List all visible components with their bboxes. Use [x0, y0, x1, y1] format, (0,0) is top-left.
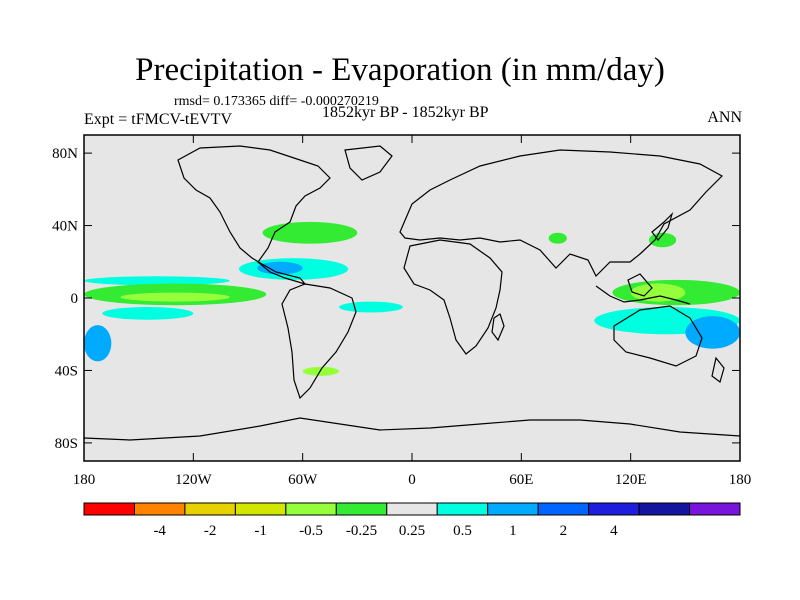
- y-tick-label: 0: [71, 291, 79, 307]
- colorbar-swatch: [83, 502, 135, 516]
- colorbar-swatch: [638, 502, 691, 516]
- north-america-coastline: [177, 145, 331, 286]
- period-label: 1852kyr BP - 1852kyr BP: [322, 104, 489, 121]
- colorbar-label: 1: [509, 523, 517, 539]
- y-tick-label: 40N: [52, 219, 78, 235]
- colorbar-label: 0.25: [399, 523, 425, 539]
- x-tick-label: 180: [729, 472, 752, 488]
- colorbar: [83, 502, 741, 516]
- europe-asia-coastline: [399, 149, 723, 278]
- x-tick-label: 120E: [615, 472, 647, 488]
- colorbar-label: 2: [560, 523, 568, 539]
- colorbar-swatch: [133, 502, 186, 516]
- region-indonesia-core: [630, 283, 686, 302]
- region-north-atlantic-storm-track: [262, 221, 358, 244]
- colorbar-label: 0.5: [453, 523, 472, 539]
- australia-coastline: [613, 305, 703, 367]
- chart-title: Precipitation - Evaporation (in mm/day): [135, 52, 665, 88]
- colorbar-swatch: [234, 502, 287, 516]
- x-tick-label: 120W: [175, 472, 213, 488]
- region-east-pacific-itcz-core: [120, 292, 230, 302]
- colorbar-label: -0.25: [346, 523, 377, 539]
- new-zealand-coastline: [711, 356, 725, 384]
- colorbar-label: 4: [610, 523, 618, 539]
- madagascar-coastline: [491, 313, 505, 342]
- colorbar-swatch: [689, 502, 741, 516]
- y-tick-label: 40S: [55, 363, 78, 379]
- statistics-label: rmsd= 0.173365 diff= -0.000270219: [174, 94, 379, 109]
- y-axis-ticks: 80N 40N 0 40S 80S: [52, 146, 740, 452]
- colorbar-labels: -4 -2 -1 -0.5 -0.25 0.25 0.5 1 2 4: [153, 523, 618, 539]
- y-tick-label: 80N: [52, 146, 78, 162]
- region-tropical-atlantic-cyan: [339, 301, 403, 313]
- x-tick-label: 60W: [288, 472, 318, 488]
- region-east-pacific-cyan: [84, 276, 230, 286]
- colorbar-swatch: [184, 502, 236, 516]
- colorbar-swatch: [487, 502, 539, 516]
- x-axis-ticks: 180 120W 60W 0 60E 120E 180: [73, 135, 752, 488]
- colorbar-swatch: [537, 502, 590, 516]
- experiment-label: Expt = tFMCV-tEVTV: [84, 111, 232, 128]
- colorbar-swatch: [588, 502, 640, 516]
- coastlines: [83, 145, 741, 441]
- south-america-coastline: [281, 283, 357, 400]
- greenland-coastline: [344, 145, 393, 181]
- season-label: ANN: [707, 109, 742, 126]
- region-asia-green: [548, 232, 567, 244]
- region-south-pacific-cyan: [102, 307, 194, 320]
- y-tick-label: 80S: [55, 436, 78, 452]
- japan-coastline: [651, 211, 674, 241]
- africa-coastline: [403, 239, 503, 355]
- colorbar-swatch: [436, 502, 489, 516]
- x-tick-label: 0: [408, 472, 416, 488]
- x-tick-label: 180: [73, 472, 96, 488]
- colorbar-label: -1: [254, 523, 267, 539]
- colorbar-label: -2: [204, 523, 217, 539]
- colorbar-swatch: [335, 502, 388, 516]
- region-south-pacific-west: [84, 325, 112, 362]
- antarctica-coastline: [83, 417, 741, 441]
- colorbar-label: -0.5: [299, 523, 323, 539]
- region-south-atlantic-green: [302, 366, 340, 376]
- region-west-pacific-blue: [685, 316, 741, 349]
- x-tick-label: 60E: [509, 472, 533, 488]
- colorbar-swatch: [386, 502, 438, 516]
- colorbar-swatch: [285, 502, 337, 516]
- indonesia-coastline: [595, 273, 691, 305]
- colorbar-label: -4: [153, 523, 166, 539]
